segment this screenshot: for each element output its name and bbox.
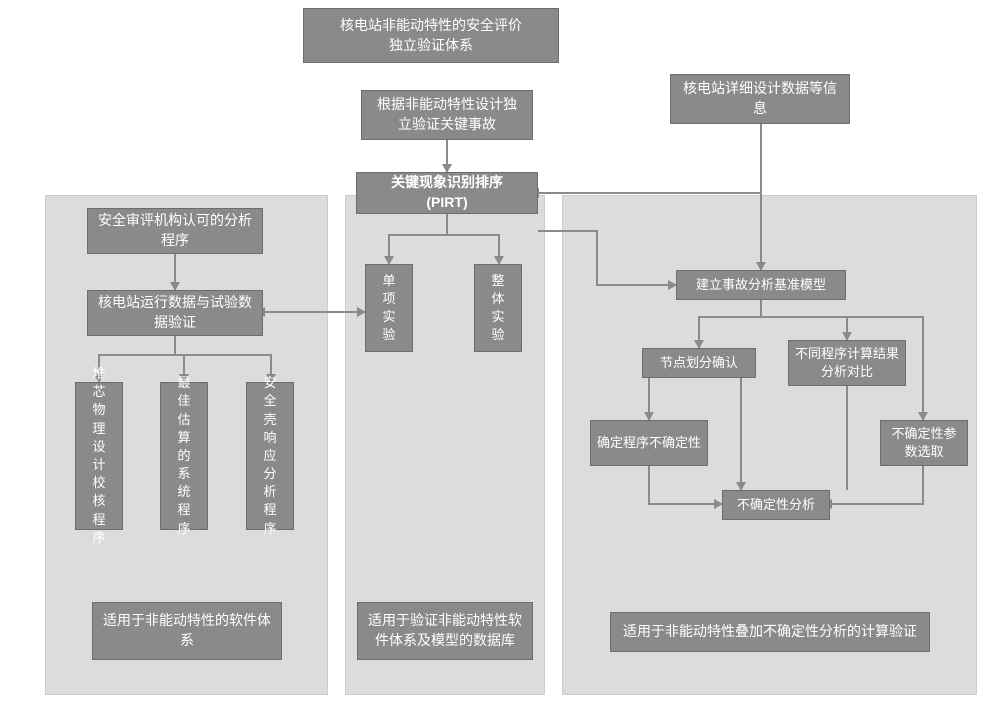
core-physics-node: 堆芯物理设计校核程序 [75,382,123,530]
integral-exp-node: 整体实验 [474,264,522,352]
edge [538,192,762,194]
region-left-caption: 适用于非能动特性的软件体系 [92,602,282,660]
edge [596,230,598,285]
region-right-caption: 适用于非能动特性叠加不确定性分析的计算验证 [610,612,930,652]
edge [98,354,272,356]
edge [846,386,848,490]
edge [648,466,650,504]
approved-program-node: 安全审评机构认可的分析程序 [87,208,263,254]
best-estimate-node: 最佳估算的系统程序 [160,382,208,530]
uncert-analysis-node: 不确定性分析 [722,490,830,520]
edge [830,503,924,505]
param-select-node: 不确定性参数选取 [880,420,968,466]
single-exp-node: 单项实验 [365,264,413,352]
edge [596,284,676,286]
edge [263,311,365,313]
edge [446,214,448,236]
edge [846,316,924,318]
data-verify-node: 核电站运行数据与试验数据验证 [87,290,263,336]
data-info-node: 核电站详细设计数据等信息 [670,74,850,124]
edge [648,503,722,505]
pirt-node: 关键现象识别排序 (PIRT) [356,172,538,214]
base-model-node: 建立事故分析基准模型 [676,270,846,300]
edge [922,466,924,505]
edge [388,234,500,236]
edge [698,316,848,318]
program-uncert-node: 确定程序不确定性 [590,420,708,466]
title-node: 核电站非能动特性的安全评价 独立验证体系 [303,8,559,63]
node-confirm-node: 节点划分确认 [642,348,756,378]
edge [174,336,176,356]
edge [760,124,762,270]
edge [740,378,742,490]
containment-node: 安全壳响应分析程序 [246,382,294,530]
design-accident-node: 根据非能动特性设计独立验证关键事故 [361,90,533,140]
region-mid-caption: 适用于验证非能动特性软件体系及模型的数据库 [357,602,533,660]
edge [538,230,598,232]
edge [922,316,924,420]
compare-node: 不同程序计算结果分析对比 [788,340,906,386]
